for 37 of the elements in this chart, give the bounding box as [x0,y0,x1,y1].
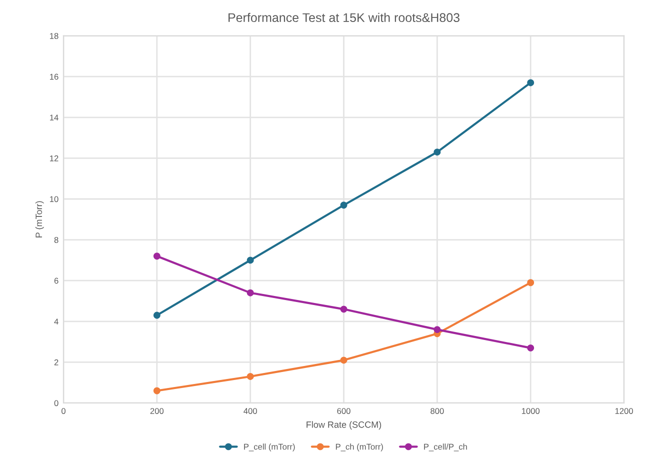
x-tick-label: 1000 [522,408,540,414]
point [340,356,348,364]
point [527,279,534,286]
point [153,252,160,260]
y-axis-title: P (mTorr) [35,201,44,238]
x-tick-label: 1200 [615,408,633,414]
point [246,256,254,264]
point [340,202,348,209]
x-tick-label: 800 [430,408,444,414]
point [246,373,254,380]
x-tick-label: 200 [150,408,164,414]
y-tick-label: 12 [50,155,58,162]
legend-label: P_ch (mTorr) [336,444,383,452]
y-tick-label: 6 [54,278,58,284]
y-tick-label: 8 [54,237,58,243]
point [153,312,160,319]
x-tick-label: 600 [337,408,350,414]
point [527,344,534,352]
y-tick-label: 18 [50,33,58,39]
y-tick-label: 14 [50,114,58,120]
legend-label: P_cell/P_ch [424,444,467,452]
legend-label: P_cell (mTorr) [244,444,295,452]
x-tick-label: 400 [244,408,257,414]
point [246,289,254,296]
y-tick-label: 4 [54,318,58,324]
point [434,148,441,156]
chart-title: Performance Test at 15K with roots&H803 [228,12,460,22]
point [527,79,534,86]
point [340,306,348,313]
y-tick-label: 0 [54,400,58,406]
point [153,387,160,394]
y-tick-label: 2 [54,359,58,366]
y-tick-label: 10 [50,196,58,202]
x-tick-label: 0 [62,408,66,414]
y-tick-label: 16 [50,74,58,80]
x-axis-title: Flow Rate (SCCM) [306,421,382,430]
point [434,326,441,334]
